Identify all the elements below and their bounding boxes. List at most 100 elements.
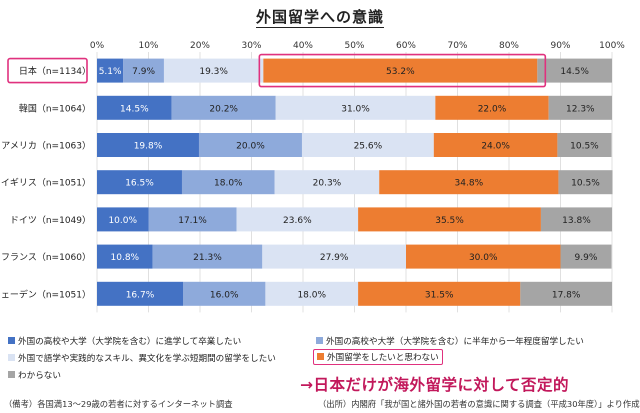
bar-value-label-4-1: 17.1% [178, 216, 207, 226]
category-label-6: スウェーデン（n=1051） [0, 288, 91, 300]
bar-value-label-0-1: 7.9% [132, 67, 155, 77]
bar-value-label-2-3: 24.0% [481, 142, 510, 152]
bar-value-label-2-4: 10.5% [570, 142, 599, 152]
bar-0-0 [97, 58, 124, 83]
x-tick-label-1: 10% [138, 41, 158, 51]
bar-value-label-3-2: 20.3% [313, 179, 342, 189]
bar-value-label-4-4: 13.8% [562, 216, 591, 226]
bar-value-label-3-3: 34.8% [455, 179, 484, 189]
x-tick-label-10: 100% [599, 41, 625, 51]
x-tick-label-8: 80% [499, 41, 519, 51]
x-tick-label-2: 20% [190, 41, 210, 51]
bar-value-label-3-0: 16.5% [125, 179, 154, 189]
bar-value-label-2-2: 25.6% [354, 142, 383, 152]
legend-swatch-1 [8, 337, 15, 344]
bar-value-label-1-2: 31.0% [341, 104, 370, 114]
bar-value-label-3-1: 18.0% [214, 179, 243, 189]
bar-5-0 [97, 244, 153, 269]
bar-6-0 [97, 281, 184, 306]
legend-item-1: 外国の高校や大学（大学院を含む）に進学して卒業したい [8, 335, 241, 347]
bar-value-label-0-3: 53.2% [386, 67, 415, 77]
bar-4-0 [97, 207, 149, 232]
bar-2-2 [301, 133, 434, 157]
bar-3-4 [558, 170, 613, 195]
bar-value-label-2-1: 20.0% [236, 142, 265, 152]
bar-2-3 [433, 133, 558, 157]
bar-value-label-0-0: 5.1% [99, 67, 122, 77]
bar-6-1 [183, 281, 266, 306]
legend-swatch-5 [8, 371, 15, 378]
chart-title-text: 外国留学への意識 [255, 8, 384, 28]
bar-0-2 [163, 58, 264, 83]
bar-value-label-0-2: 19.3% [199, 67, 228, 77]
bar-1-3 [435, 95, 549, 120]
bar-value-label-0-4: 14.5% [560, 67, 589, 77]
legend-label-1: 外国の高校や大学（大学院を含む）に進学して卒業したい [18, 337, 242, 347]
legend-label-3: 外国で語学や実践的なスキル、異文化を学ぶ短期間の留学をしたい [18, 354, 276, 364]
legend-item-2: 外国の高校や大学（大学院を含む）に半年から一年程度留学したい [316, 335, 584, 347]
bar-6-4 [520, 281, 612, 306]
bar-1-0 [97, 95, 172, 120]
conclusion-text: →日本だけが海外留学に対して否定的 [300, 376, 570, 394]
bar-value-label-1-0: 14.5% [120, 104, 149, 114]
bar-1-1 [171, 95, 276, 120]
bar-2-1 [198, 133, 302, 157]
bar-5-2 [262, 244, 406, 269]
x-tick-label-0: 0% [90, 41, 105, 51]
bar-value-label-3-4: 10.5% [571, 179, 600, 189]
bar-value-label-5-1: 21.3% [193, 253, 222, 263]
bar-1-4 [548, 95, 612, 120]
category-label-2: アメリカ（n=1063） [1, 141, 91, 152]
bar-value-label-6-1: 16.0% [210, 290, 239, 300]
x-tick-label-4: 40% [293, 41, 313, 51]
bar-3-3 [379, 170, 559, 195]
bar-2-0 [97, 133, 199, 157]
legend-label-4: 外国留学をしたいと思わない [327, 353, 439, 363]
legend-item-3: 外国で語学や実践的なスキル、異文化を学ぶ短期間の留学をしたい [8, 352, 276, 364]
legend-swatch-2 [316, 337, 323, 344]
bar-value-label-1-4: 12.3% [566, 104, 595, 114]
category-label-5: フランス（n=1060） [1, 252, 91, 263]
legend-item-4: 外国留学をしたいと思わない [313, 349, 443, 365]
bar-6-2 [265, 281, 359, 306]
bar-value-label-4-0: 10.0% [108, 216, 137, 226]
legend-item-5: わからない [8, 369, 61, 381]
bar-value-label-1-1: 20.2% [209, 104, 238, 114]
bar-value-label-4-3: 35.5% [435, 216, 464, 226]
bar-value-label-6-3: 31.5% [425, 290, 454, 300]
bar-value-label-6-0: 16.7% [126, 290, 155, 300]
bar-3-2 [274, 170, 380, 195]
x-tick-label-3: 30% [241, 41, 261, 51]
bar-2-4 [557, 133, 612, 157]
bar-4-1 [148, 207, 237, 232]
highlight-box-japan-label [7, 57, 88, 84]
bar-value-label-5-0: 10.8% [111, 253, 140, 263]
bar-0-4 [537, 58, 612, 83]
bar-3-0 [97, 170, 182, 195]
bar-value-label-6-2: 18.0% [297, 290, 326, 300]
bar-value-label-1-3: 22.0% [478, 104, 507, 114]
category-label-3: イギリス（n=1051） [1, 178, 91, 189]
chart-title: 外国留学への意識 [0, 6, 640, 28]
bar-value-label-2-0: 19.8% [134, 142, 163, 152]
bar-6-3 [358, 281, 521, 306]
x-tick-label-9: 90% [550, 41, 570, 51]
legend-label-2: 外国の高校や大学（大学院を含む）に半年から一年程度留学したい [326, 337, 584, 347]
x-tick-label-6: 60% [396, 41, 416, 51]
x-tick-label-5: 50% [344, 41, 364, 51]
bar-3-1 [181, 170, 275, 195]
bar-4-2 [236, 207, 359, 232]
bar-5-1 [152, 244, 263, 269]
category-label-4: ドイツ（n=1049） [10, 215, 91, 226]
category-label-1: 韓国（n=1064） [19, 103, 91, 114]
legend-swatch-4 [317, 353, 324, 360]
bar-value-label-5-3: 30.0% [469, 253, 498, 263]
x-tick-label-7: 70% [447, 41, 467, 51]
legend-swatch-3 [8, 354, 15, 361]
bar-0-3 [263, 58, 538, 83]
bar-4-3 [358, 207, 541, 232]
bar-5-4 [560, 244, 612, 269]
footnote-right: （出所）内閣府「我が国と諸外国の若者の意識に関する調査（平成30年度）」より作成… [318, 399, 640, 409]
highlight-box-japan-bar [258, 53, 547, 88]
